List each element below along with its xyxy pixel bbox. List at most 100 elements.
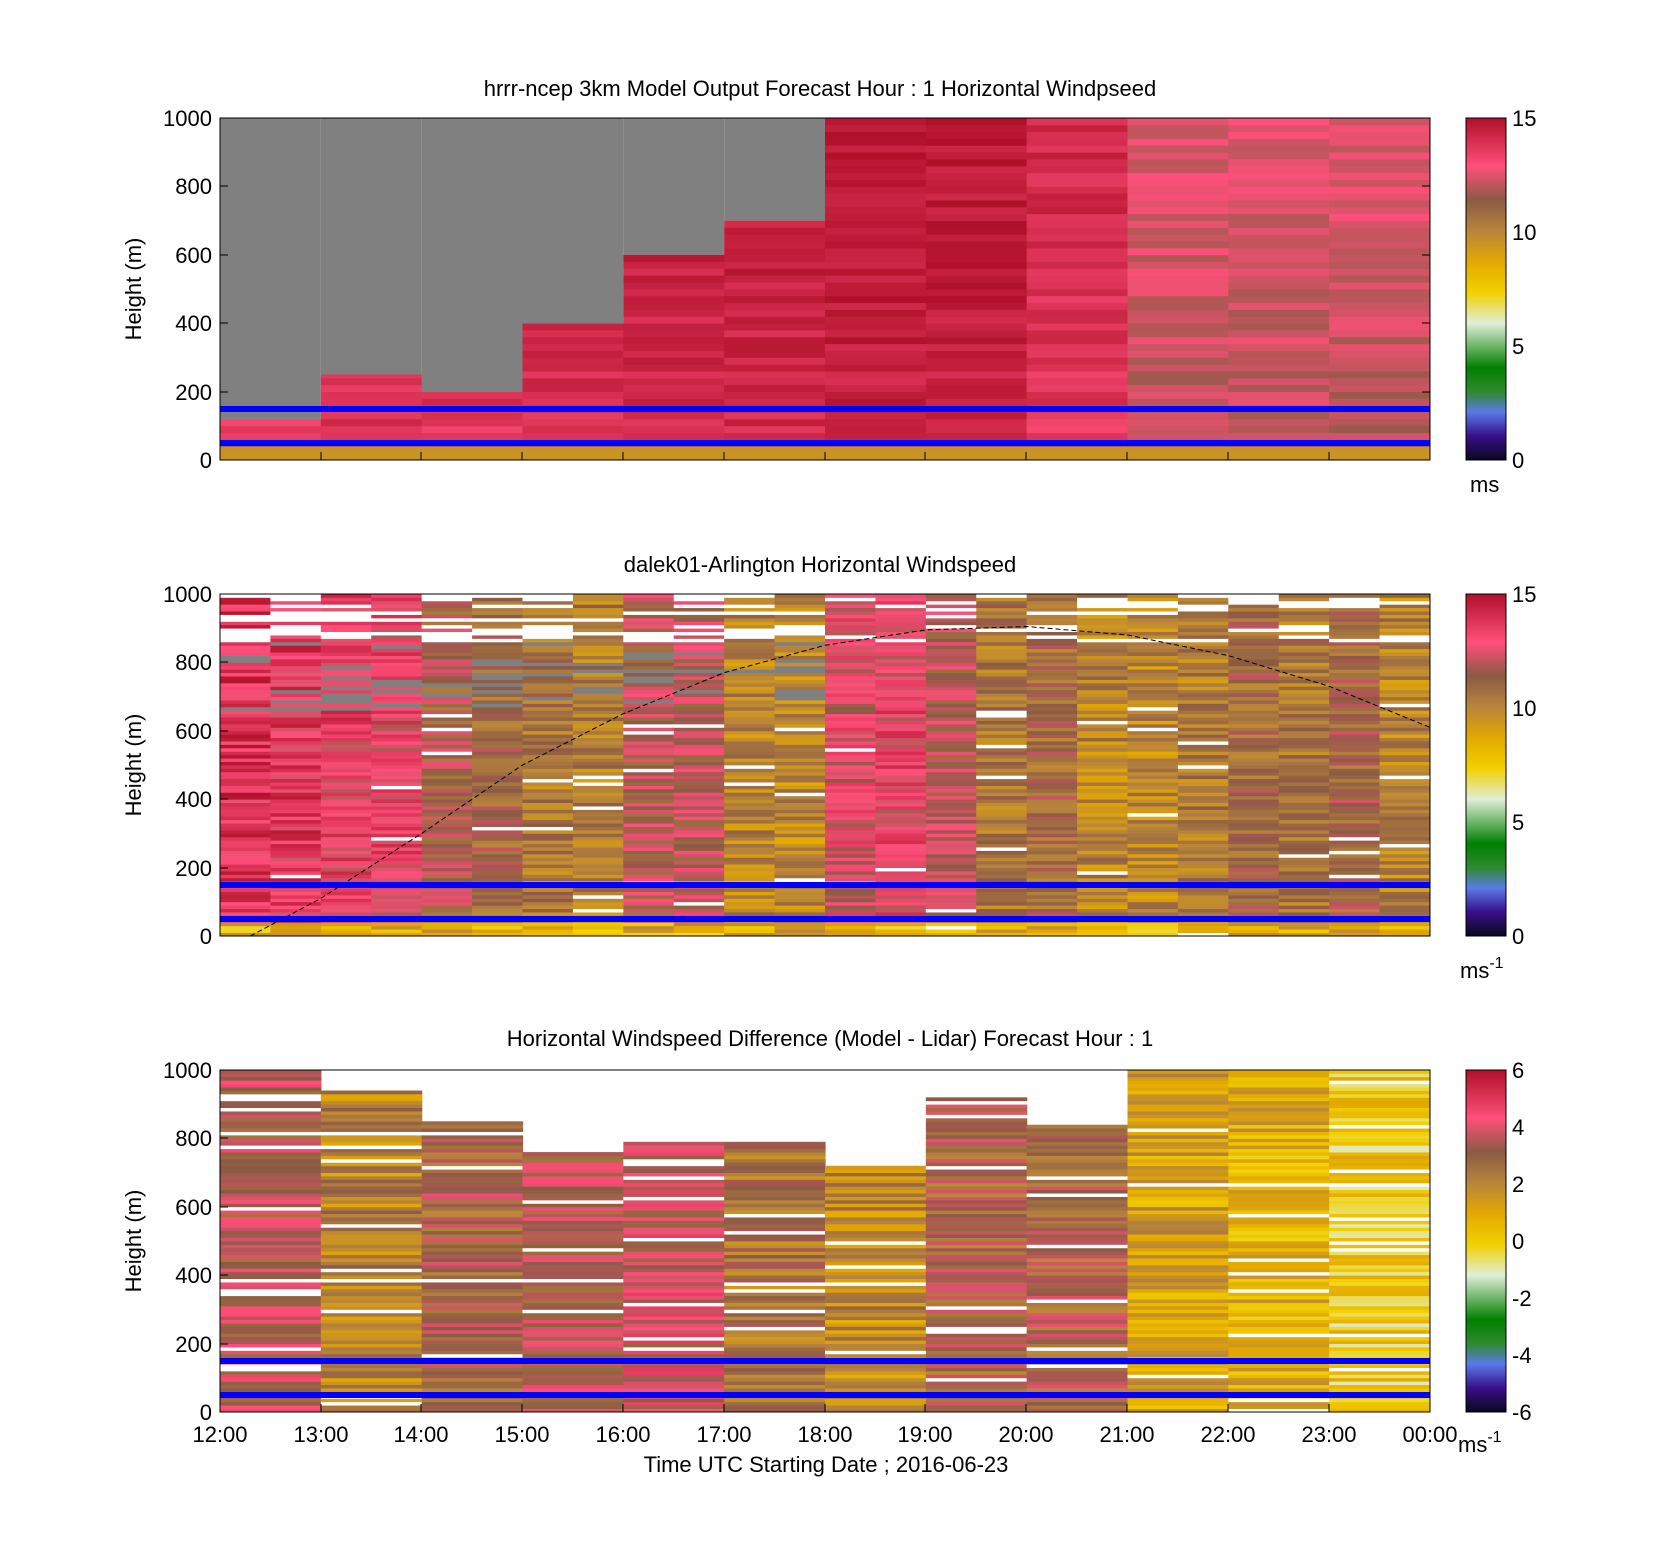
heatmap-cell [623, 655, 675, 660]
heatmap-cell [1077, 799, 1129, 804]
heatmap-cell [724, 850, 776, 855]
heatmap-cell [1026, 648, 1078, 653]
heatmap-cell [623, 1241, 725, 1245]
heatmap-cell [220, 1076, 322, 1081]
x-tick-label: 14:00 [393, 1422, 448, 1447]
heatmap-cell [1228, 172, 1330, 180]
heatmap-cell [421, 1271, 524, 1276]
heatmap-cell [1026, 1227, 1129, 1232]
heatmap-cell [320, 864, 372, 868]
heatmap-cell [1026, 1203, 1129, 1208]
heatmap-cell [724, 686, 776, 691]
heatmap-cell [1228, 812, 1280, 817]
heatmap-cell [825, 261, 927, 269]
heatmap-cell [724, 1288, 826, 1293]
heatmap-cell [572, 706, 624, 711]
heatmap-cell [825, 309, 927, 317]
heatmap-cell [1379, 806, 1430, 810]
heatmap-cell [925, 1408, 1028, 1412]
heatmap-cell [875, 682, 927, 687]
heatmap-cell [320, 768, 372, 773]
heatmap-cell [320, 1230, 423, 1235]
heatmap-cell [1278, 782, 1330, 786]
heatmap-cell [1228, 1295, 1330, 1300]
heatmap-cell [1026, 693, 1078, 697]
heatmap-cell [1329, 138, 1430, 146]
heatmap-cell [1228, 611, 1280, 615]
heatmap-cell [875, 788, 927, 793]
y-tick-label: 0 [200, 924, 212, 949]
heatmap-cell [320, 730, 372, 735]
heatmap-cell [371, 631, 423, 636]
heatmap-cell [623, 676, 675, 680]
heatmap-cell [1329, 720, 1381, 725]
heatmap-cell [270, 720, 322, 725]
heatmap-cell [522, 600, 574, 605]
heatmap-cell [724, 323, 826, 331]
heatmap-cell [1127, 1227, 1229, 1232]
heatmap-cell [774, 747, 826, 752]
heatmap-cell [724, 1374, 826, 1379]
heatmap-cell [774, 809, 826, 814]
heatmap-cell [825, 1258, 927, 1262]
heatmap-cell [976, 847, 1028, 851]
heatmap-cell [1127, 1179, 1229, 1184]
heatmap-cell [1026, 172, 1129, 180]
heatmap-cell [220, 1353, 322, 1358]
heatmap-cell [1228, 617, 1280, 622]
heatmap-cell [925, 131, 1028, 139]
heatmap-cell [925, 669, 977, 674]
heatmap-cell [572, 843, 624, 848]
heatmap-cell [1026, 1172, 1129, 1177]
heatmap-cell [522, 398, 624, 406]
heatmap-cell [825, 350, 927, 358]
heatmap-cell [1278, 867, 1330, 872]
heatmap-cell [1329, 1370, 1430, 1375]
heatmap-cell [875, 778, 927, 783]
heatmap-cell [220, 703, 272, 708]
heatmap-cell [976, 836, 1028, 841]
heatmap-cell [421, 1374, 524, 1379]
heatmap-cell [1278, 703, 1330, 708]
heatmap-cell [220, 453, 322, 460]
heatmap-cell [1127, 765, 1179, 769]
heatmap-cell [522, 826, 574, 831]
heatmap-cell [220, 1145, 322, 1150]
heatmap-cell [421, 1237, 524, 1242]
heatmap-cell [1127, 788, 1179, 793]
heatmap-cell [270, 607, 322, 612]
heatmap-cell [270, 706, 322, 711]
heatmap-cell [220, 1203, 322, 1208]
heatmap-cell [1026, 350, 1129, 358]
heatmap-cell [1077, 689, 1129, 694]
heatmap-cell [220, 686, 272, 691]
heatmap-cell [623, 901, 675, 906]
heatmap-cell [673, 812, 725, 817]
heatmap-cell [724, 1230, 826, 1235]
heatmap-cell [522, 1155, 624, 1160]
heatmap-cell [1329, 200, 1430, 208]
heatmap-cell [1329, 1398, 1430, 1403]
heatmap-cell [1329, 788, 1381, 793]
heatmap-cell [421, 1377, 524, 1382]
heatmap-cell [1026, 833, 1078, 838]
heatmap-cell [976, 686, 1028, 691]
heatmap-cell [673, 775, 725, 780]
heatmap-cell [1177, 758, 1229, 762]
heatmap-cell [572, 744, 624, 749]
heatmap-cell [522, 840, 574, 845]
heatmap-cell [1329, 1206, 1430, 1211]
heatmap-cell [421, 1247, 524, 1252]
heatmap-cell [522, 720, 574, 725]
heatmap-cell [925, 717, 977, 721]
heatmap-cell [472, 799, 524, 804]
heatmap-cell [572, 874, 624, 879]
heatmap-cell [825, 597, 877, 602]
heatmap-cell [220, 1138, 322, 1143]
heatmap-cell [825, 765, 877, 769]
heatmap-cell [1329, 1405, 1430, 1409]
heatmap-cell [1329, 1203, 1430, 1208]
heatmap-cell [925, 1131, 1028, 1136]
heatmap-cell [925, 425, 1028, 434]
heatmap-cell [1379, 624, 1430, 629]
